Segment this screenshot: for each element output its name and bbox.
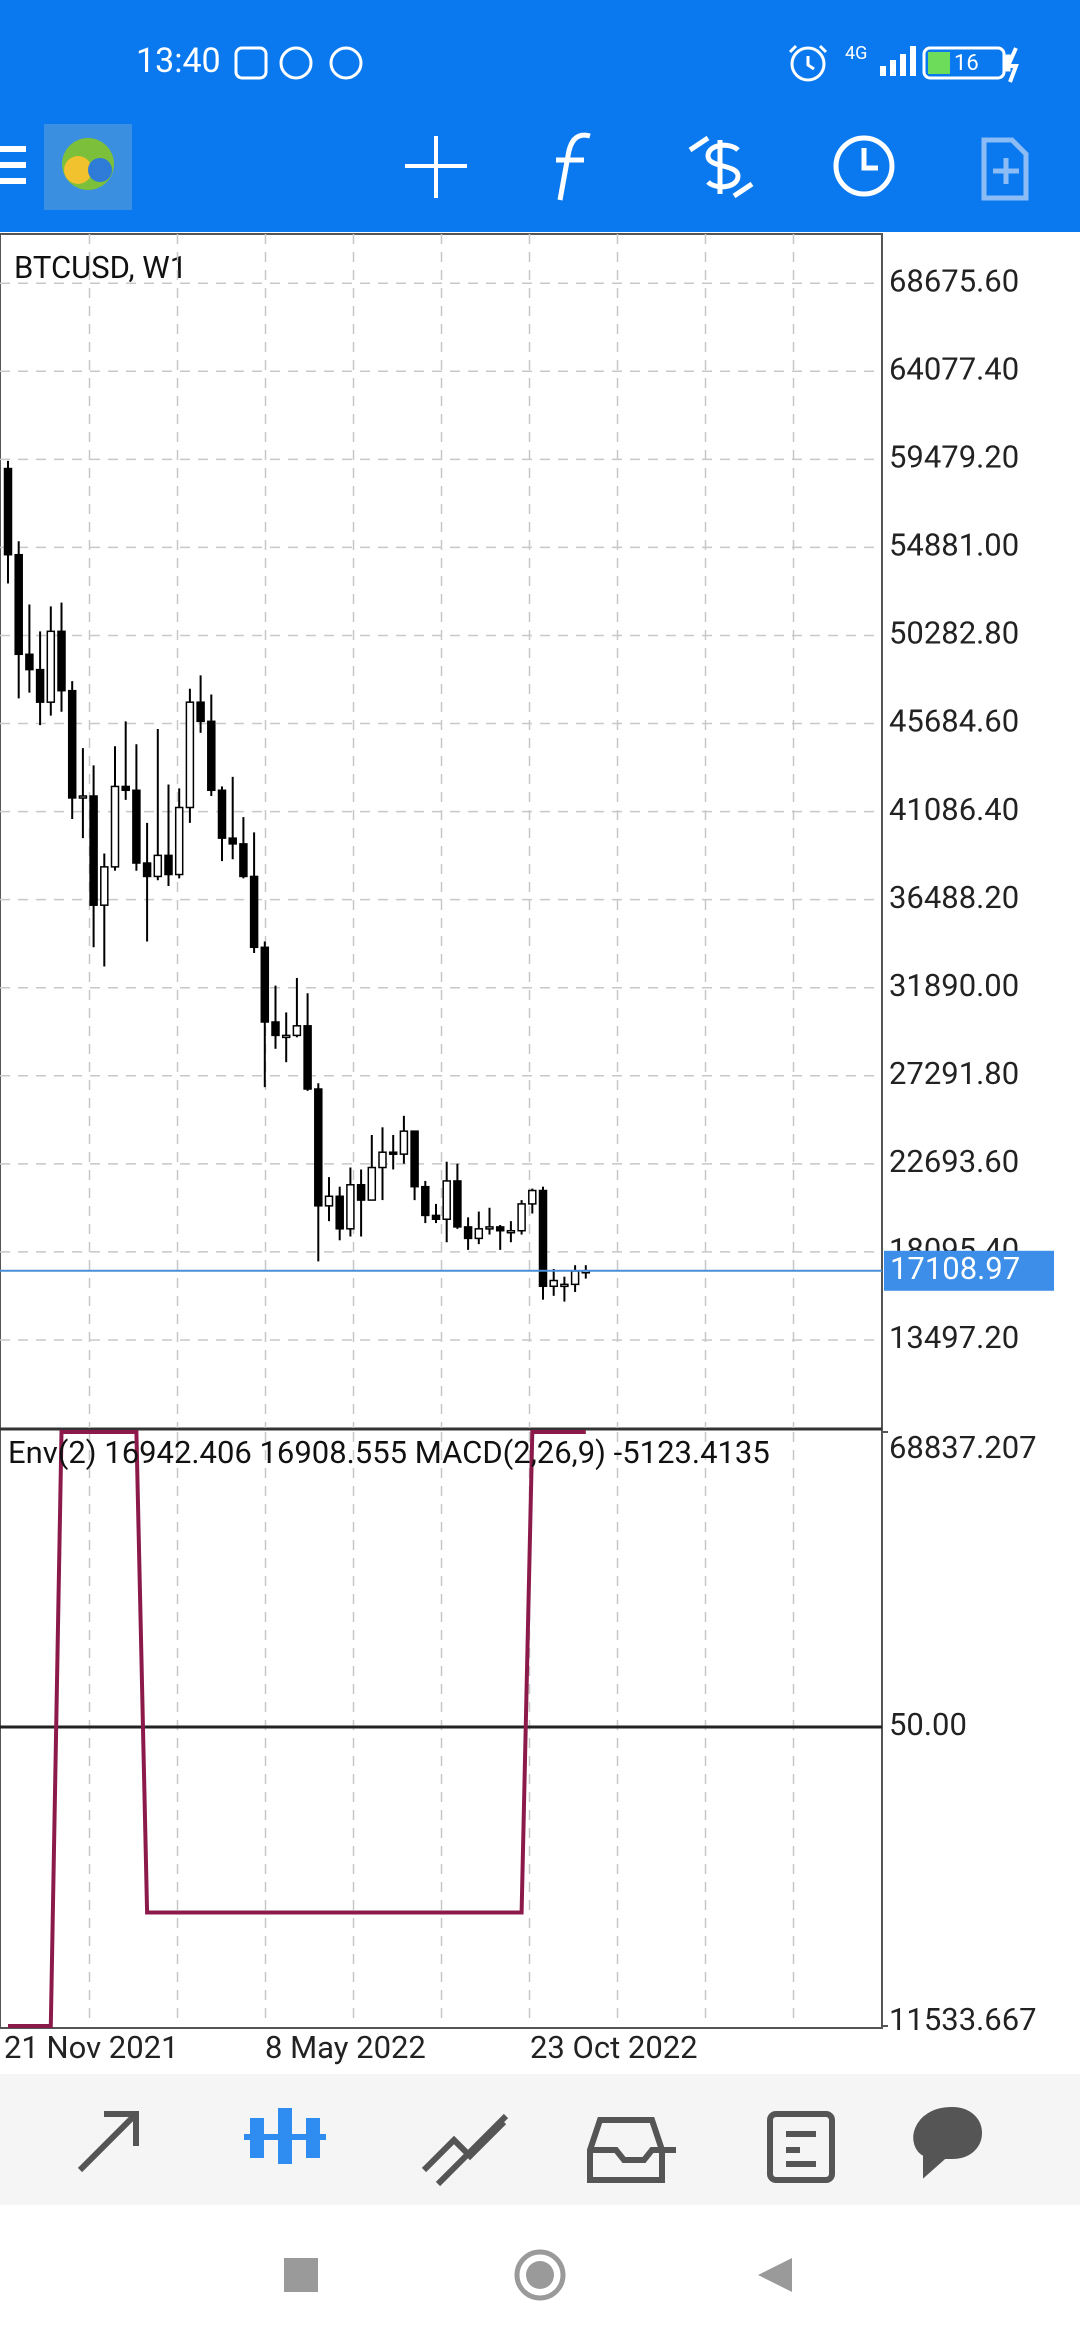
candle-body xyxy=(271,1021,280,1037)
y-tick-label: 13497.20 xyxy=(889,1319,1019,1356)
candle-body xyxy=(35,668,45,703)
top-bar xyxy=(0,0,1080,232)
y-tick-label: 22693.60 xyxy=(889,1143,1019,1180)
candle-body xyxy=(100,866,109,906)
indicator-line xyxy=(8,1430,586,2028)
y-tick-label: 68837.207 xyxy=(889,1429,1037,1466)
candle-body xyxy=(185,701,195,809)
candle-body xyxy=(217,789,227,839)
candle-body xyxy=(142,862,152,878)
candle-body xyxy=(281,1034,291,1039)
status-battery: 16 xyxy=(954,51,979,76)
status-network: 4G xyxy=(845,43,867,64)
candle-body xyxy=(110,785,120,868)
candle-body xyxy=(495,1226,505,1232)
system-nav[interactable] xyxy=(284,2249,792,2301)
y-tick-label: 41086.40 xyxy=(889,791,1019,828)
candle-body xyxy=(549,1279,558,1288)
candle-body xyxy=(303,1025,312,1090)
candle-body xyxy=(517,1203,526,1232)
battery-fill xyxy=(928,52,950,74)
candle-body xyxy=(3,467,13,556)
y-tick-label: 68675.60 xyxy=(889,262,1019,299)
indicator-label: Env(2) 16942.406 16908.555 MACD(2,26,9) … xyxy=(8,1434,770,1471)
candle-body xyxy=(421,1185,430,1217)
level-label: 50.00 xyxy=(889,1706,967,1743)
candle-body xyxy=(378,1151,387,1169)
candle-body xyxy=(196,701,205,723)
y-tick-label: 54881.00 xyxy=(889,527,1019,564)
x-tick-label: 23 Oct 2022 xyxy=(530,2029,698,2066)
bottom-nav xyxy=(0,2074,1080,2205)
candle-body xyxy=(367,1166,377,1201)
candle-body xyxy=(153,854,163,878)
status-icons xyxy=(234,44,1019,83)
candle-body xyxy=(410,1130,419,1188)
y-tick-label: 31890.00 xyxy=(889,967,1019,1004)
chart-title: BTCUSD, W1 xyxy=(14,249,187,286)
x-tick-label: 8 May 2022 xyxy=(265,2029,426,2066)
candle-body xyxy=(506,1229,516,1234)
candle-body xyxy=(560,1283,569,1288)
y-tick-label: 45684.60 xyxy=(889,703,1019,740)
chart-tab-icon[interactable] xyxy=(244,2108,326,2164)
candle-body xyxy=(67,689,77,799)
candle-body xyxy=(570,1270,580,1286)
y-tick-label: 27291.80 xyxy=(889,1055,1019,1092)
app-logo[interactable] xyxy=(44,124,132,210)
candle-body xyxy=(228,837,237,845)
candle-body xyxy=(485,1226,494,1230)
candle-body xyxy=(346,1184,355,1230)
candle-body xyxy=(132,789,141,864)
candle-body xyxy=(528,1189,537,1205)
candle-body xyxy=(164,854,173,876)
candle-body xyxy=(207,720,216,792)
bid-label: 17108.97 xyxy=(890,1250,1020,1287)
candle-body xyxy=(399,1130,409,1155)
candle-body xyxy=(453,1180,462,1228)
candle-body xyxy=(260,946,270,1023)
candle-body xyxy=(249,875,259,949)
candle-body xyxy=(239,843,248,878)
candle-body xyxy=(121,785,130,792)
y-tick-label: 50282.80 xyxy=(889,615,1019,652)
candle-body xyxy=(538,1189,548,1288)
candle-body xyxy=(463,1226,473,1240)
bottom-nav-icons[interactable] xyxy=(77,2106,982,2187)
candle-body xyxy=(335,1195,344,1230)
menu-button[interactable] xyxy=(0,146,26,184)
candle-body xyxy=(14,553,23,656)
y-tick-label: 59479.20 xyxy=(889,439,1019,476)
bid-label-box xyxy=(884,1250,1054,1291)
candle-body xyxy=(314,1088,323,1207)
signal-icon xyxy=(880,46,916,76)
candle-body xyxy=(57,630,66,692)
y-tick-label: 11533.667 xyxy=(889,2001,1037,2038)
candle-body xyxy=(442,1180,451,1220)
candle-body xyxy=(78,795,88,799)
toolbar-icons[interactable] xyxy=(405,132,1029,201)
candle-body xyxy=(25,653,34,671)
candle-body xyxy=(356,1184,366,1201)
candle-body xyxy=(292,1025,302,1037)
y-tick-label: 64077.40 xyxy=(889,350,1019,387)
candle-body xyxy=(324,1195,334,1207)
candle-body xyxy=(89,795,98,906)
candle-body xyxy=(388,1151,398,1155)
x-tick-label: 21 Nov 2021 xyxy=(4,2029,179,2066)
candle-body xyxy=(174,806,184,876)
candle-body xyxy=(46,630,56,703)
candle-body xyxy=(474,1228,484,1240)
status-time: 13:40 xyxy=(136,41,221,81)
candle-body xyxy=(431,1214,441,1220)
y-tick-label: 36488.20 xyxy=(889,879,1019,916)
